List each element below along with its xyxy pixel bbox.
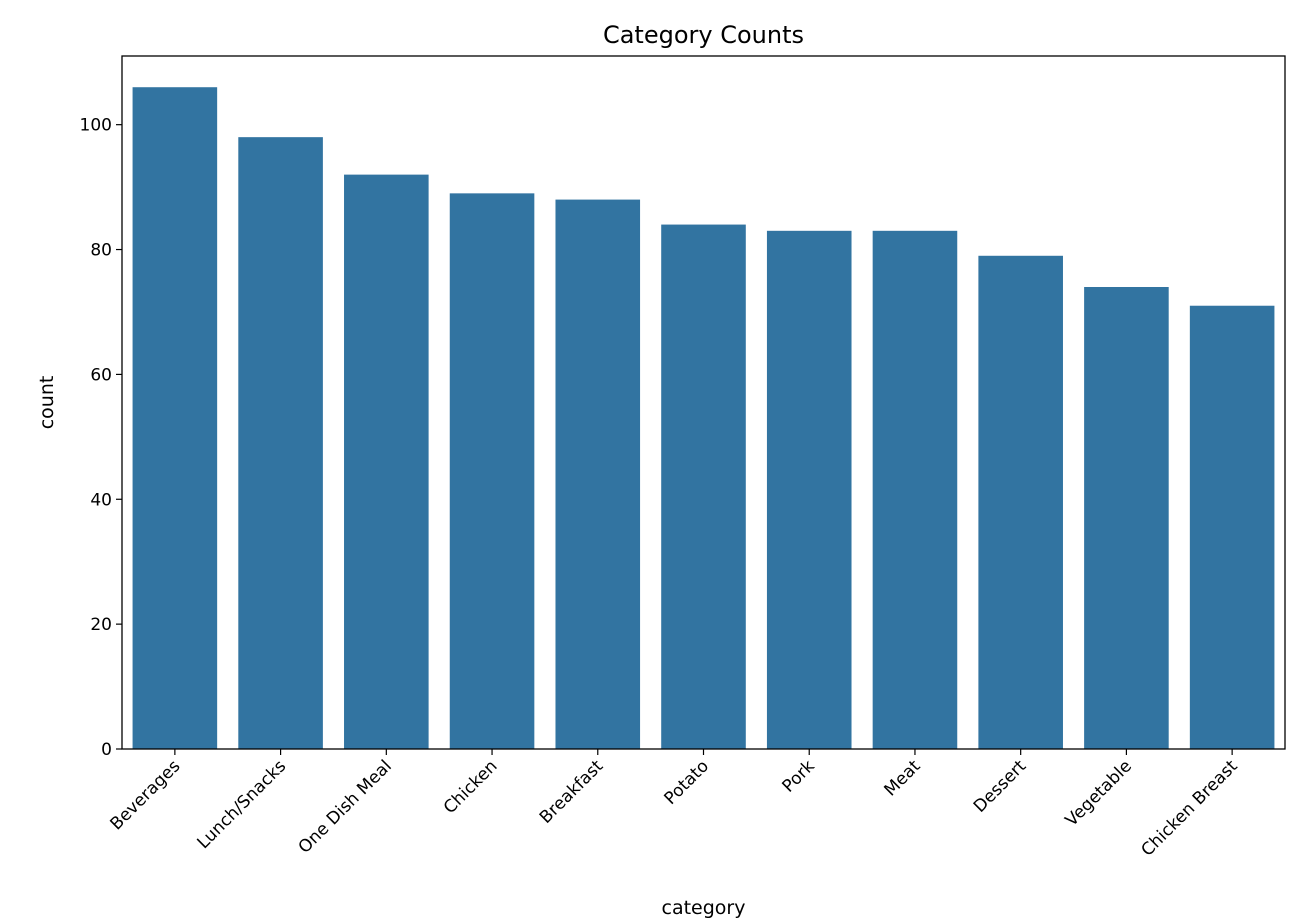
- y-tick-label: 20: [90, 615, 112, 635]
- bar-breakfast: [555, 199, 641, 749]
- x-tick-label: Chicken Breast: [1138, 756, 1242, 860]
- x-tick-label: Potato: [661, 756, 713, 808]
- chart-title: Category Counts: [603, 21, 804, 49]
- bar-chicken: [449, 193, 535, 750]
- bar-pork: [766, 230, 852, 750]
- x-tick-label: Vegetable: [1062, 756, 1136, 830]
- y-tick-label: 60: [90, 365, 112, 385]
- x-tick-label: Beverages: [107, 756, 185, 834]
- y-tick-label: 100: [80, 116, 112, 136]
- x-tick-label: Dessert: [970, 756, 1031, 817]
- bar-vegetable: [1084, 287, 1169, 749]
- x-tick-label: One Dish Meal: [295, 756, 396, 857]
- plot-frame: [121, 55, 1286, 750]
- y-tick-label: 40: [90, 490, 112, 510]
- x-tick-label: Breakfast: [536, 756, 608, 828]
- bars-layer: [132, 87, 1275, 750]
- x-axis-label: category: [662, 897, 746, 919]
- x-tick-label: Lunch/Snacks: [194, 756, 291, 853]
- x-tick-label: Pork: [779, 756, 819, 796]
- y-tick-label: 80: [90, 241, 112, 261]
- bar-chicken-breast: [1189, 305, 1275, 749]
- bar-lunch-snacks: [238, 137, 323, 749]
- bar-one-dish-meal: [344, 174, 429, 749]
- bar-dessert: [978, 255, 1063, 749]
- y-tick-label: 0: [101, 740, 112, 760]
- x-tick-label: Meat: [880, 756, 924, 800]
- bar-beverages: [132, 87, 218, 750]
- bar-meat: [872, 230, 958, 750]
- y-axis-label: count: [36, 376, 58, 430]
- bar-potato: [661, 224, 746, 749]
- x-tick-label: Chicken: [440, 756, 502, 818]
